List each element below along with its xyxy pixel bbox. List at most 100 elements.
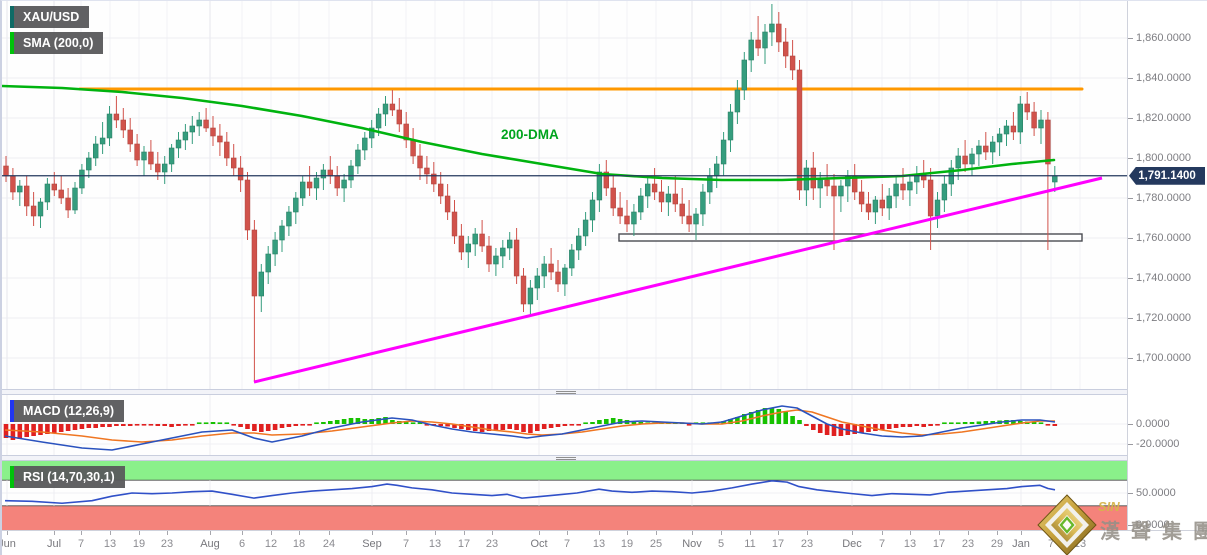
rsi-legend-stripe bbox=[10, 466, 14, 488]
overbought-band bbox=[2, 461, 1127, 481]
main-chart-panel bbox=[2, 1, 1127, 389]
rsi-panel bbox=[2, 461, 1127, 530]
axis-tick-label: -20.0000 bbox=[1136, 438, 1180, 450]
time-tick-label: 17 bbox=[932, 538, 946, 550]
macd-panel bbox=[2, 395, 1127, 455]
axis-tick-mark bbox=[271, 531, 272, 535]
dma-annotation: 200-DMA bbox=[501, 127, 559, 142]
axis-tick-mark bbox=[139, 531, 140, 535]
axis-tick-mark bbox=[242, 531, 243, 535]
time-tick-label: 23 bbox=[800, 538, 814, 550]
main-chart-canvas[interactable] bbox=[2, 1, 1127, 389]
axis-tick-mark bbox=[492, 531, 493, 535]
sma-legend-label: SMA (200,0) bbox=[23, 36, 94, 50]
macd-signal-line bbox=[4, 409, 1055, 443]
rsi-legend-label: RSI (14,70,30,1) bbox=[23, 470, 115, 484]
time-tick-label: 19 bbox=[620, 538, 634, 550]
axis-tick-mark bbox=[807, 531, 808, 535]
current-price-tag: 1,791.1400 bbox=[1129, 166, 1205, 185]
axis-tick-mark bbox=[81, 531, 82, 535]
candles-group bbox=[3, 4, 1058, 382]
axis-tick-mark bbox=[968, 531, 969, 535]
axis-tick-mark bbox=[1128, 493, 1133, 494]
current-price-value: 1,791.1400 bbox=[1138, 169, 1196, 182]
time-tick-label: 13 bbox=[428, 538, 442, 550]
macd-legend[interactable]: MACD (12,26,9) bbox=[10, 400, 124, 422]
time-tick-label: 7 bbox=[77, 538, 85, 550]
time-tick-label: Dec bbox=[842, 538, 862, 550]
axis-tick-label: 1,860.0000 bbox=[1136, 32, 1192, 44]
time-tick-label: 23 bbox=[160, 538, 174, 550]
time-tick-label: 18 bbox=[292, 538, 306, 550]
axis-tick-mark bbox=[1128, 38, 1133, 39]
time-tick-label: 25 bbox=[649, 538, 663, 550]
time-tick-label: 23 bbox=[961, 538, 975, 550]
axis-tick-label: 1,840.0000 bbox=[1136, 72, 1192, 84]
axis-tick-mark bbox=[7, 531, 8, 535]
axis-tick-mark bbox=[1128, 238, 1133, 239]
axis-tick-mark bbox=[656, 531, 657, 535]
axis-tick-mark bbox=[110, 531, 111, 535]
time-tick-label: 7 bbox=[402, 538, 410, 550]
axis-tick-mark bbox=[329, 531, 330, 535]
symbol-legend-stripe bbox=[10, 6, 14, 28]
sma-legend[interactable]: SMA (200,0) bbox=[10, 32, 104, 54]
axis-tick-label: 1,780.0000 bbox=[1136, 192, 1192, 204]
price-axis[interactable]: 1,791.1400 1,860.0000 1,840.0000 1,820.000… bbox=[1127, 1, 1207, 531]
rsi-line bbox=[4, 480, 1056, 505]
panel-resize-handle-icon[interactable] bbox=[556, 391, 576, 395]
axis-tick-label: 1,800.0000 bbox=[1136, 152, 1192, 164]
rsi-legend[interactable]: RSI (14,70,30,1) bbox=[10, 466, 125, 488]
axis-tick-mark bbox=[1128, 78, 1133, 79]
trendline bbox=[253, 176, 1103, 384]
axis-tick-mark bbox=[750, 531, 751, 535]
axis-tick-label: 1,700.0000 bbox=[1136, 352, 1192, 364]
time-tick-label: 12 bbox=[264, 538, 278, 550]
time-tick-label: Jun bbox=[2, 538, 16, 550]
axis-tick-mark bbox=[997, 531, 998, 535]
axis-tick-mark bbox=[721, 531, 722, 535]
axis-tick-label: 1,820.0000 bbox=[1136, 112, 1192, 124]
macd-canvas[interactable] bbox=[2, 395, 1127, 455]
time-tick-label: 23 bbox=[485, 538, 499, 550]
time-tick-label: Jan bbox=[1012, 538, 1030, 550]
time-tick-label: 24 bbox=[322, 538, 336, 550]
axis-tick-mark bbox=[1128, 424, 1133, 425]
axis-tick-mark bbox=[778, 531, 779, 535]
axis-tick-mark bbox=[1128, 118, 1133, 119]
time-tick-label: 11 bbox=[744, 538, 756, 550]
axis-tick-label: 50.0000 bbox=[1136, 487, 1176, 499]
axis-tick-mark bbox=[692, 531, 693, 535]
panel-resize-handle-icon[interactable] bbox=[556, 457, 576, 461]
macd-main-line bbox=[4, 405, 1056, 451]
axis-tick-mark bbox=[1128, 278, 1133, 279]
time-tick-label: Nov bbox=[682, 538, 702, 550]
panel-separator bbox=[2, 389, 1207, 395]
time-tick-label: Sep bbox=[362, 538, 382, 550]
time-tick-label: 7 bbox=[1047, 538, 1055, 550]
time-tick-label: 13 bbox=[103, 538, 117, 550]
axis-tick-mark bbox=[599, 531, 600, 535]
time-axis[interactable]: Jun Jul 7 13 19 23 Aug 6 12 18 24 Sep 7 13 17 23 Oct 7 13 1… bbox=[2, 530, 1207, 555]
time-tick-label: 17 bbox=[457, 538, 471, 550]
time-tick-label: Aug bbox=[200, 538, 220, 550]
axis-tick-mark bbox=[435, 531, 436, 535]
rsi-canvas[interactable] bbox=[2, 461, 1127, 530]
oversold-band bbox=[2, 505, 1127, 530]
axis-tick-mark bbox=[1128, 525, 1133, 526]
axis-tick-mark bbox=[372, 531, 373, 535]
symbol-legend[interactable]: XAU/USD bbox=[10, 6, 90, 28]
axis-tick-mark bbox=[1021, 531, 1022, 535]
axis-tick-mark bbox=[1128, 198, 1133, 199]
time-tick-label: Jul bbox=[46, 538, 62, 550]
axis-tick-mark bbox=[627, 531, 628, 535]
axis-tick-label: 0.0000 bbox=[1136, 418, 1170, 430]
panel-separator bbox=[2, 455, 1207, 461]
time-tick-label: 13 bbox=[903, 538, 917, 550]
axis-tick-mark bbox=[167, 531, 168, 535]
axis-tick-label: 1,720.0000 bbox=[1136, 312, 1192, 324]
time-tick-label: 17 bbox=[771, 538, 785, 550]
axis-tick-mark bbox=[54, 531, 55, 535]
time-tick-label: 5 bbox=[717, 538, 725, 550]
